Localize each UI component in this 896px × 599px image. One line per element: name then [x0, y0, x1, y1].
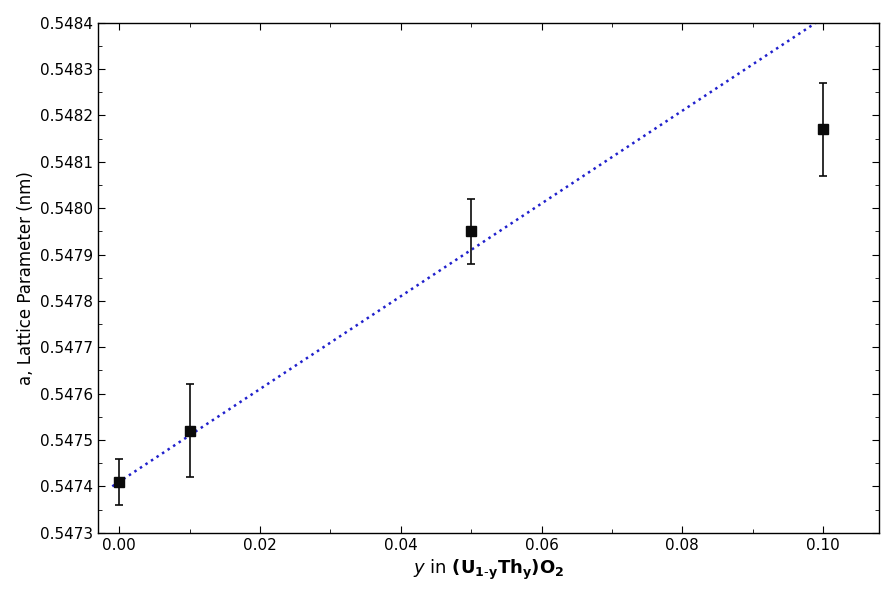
X-axis label: $y$ in $\mathbf{(U_{1\text{-}y}Th_y)O_2}$: $y$ in $\mathbf{(U_{1\text{-}y}Th_y)O_2}…	[413, 558, 564, 582]
Y-axis label: a, Lattice Parameter (nm): a, Lattice Parameter (nm)	[17, 171, 35, 385]
